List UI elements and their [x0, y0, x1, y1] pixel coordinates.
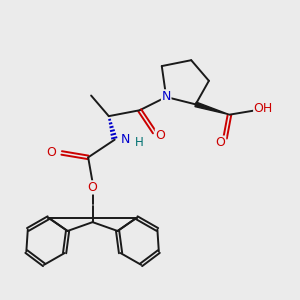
Text: O: O: [155, 129, 165, 142]
Text: OH: OH: [254, 102, 273, 115]
Text: H: H: [134, 136, 143, 148]
Text: O: O: [88, 181, 98, 194]
Text: N: N: [161, 90, 171, 103]
Text: N: N: [121, 133, 130, 146]
Text: O: O: [216, 136, 226, 149]
Polygon shape: [195, 102, 230, 115]
Text: O: O: [46, 146, 56, 159]
